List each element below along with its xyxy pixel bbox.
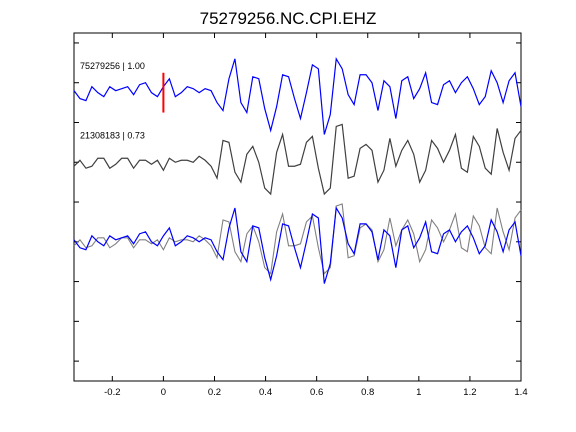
x-tick-label: 0.6 xyxy=(310,387,323,398)
chart-title: 75279256.NC.CPI.EHZ xyxy=(200,9,377,28)
x-tick-label: 0.4 xyxy=(259,387,272,398)
trace-label-reference: 21308183 | 0.73 xyxy=(80,130,145,140)
x-tick-label: 0 xyxy=(161,387,166,398)
trace-label-primary: 75279256 | 1.00 xyxy=(80,61,145,71)
axis-ticks xyxy=(74,33,522,381)
x-tick-labels: -0.2 0 0.2 0.4 0.6 0.8 1 1.2 1.4 xyxy=(104,387,527,398)
x-tick-label: 0.8 xyxy=(361,387,374,398)
overlay-trace-reference xyxy=(73,203,522,275)
plot-frame xyxy=(73,32,522,382)
x-tick-label: -0.2 xyxy=(104,387,120,398)
x-tick-label: 1.4 xyxy=(514,387,527,398)
overlay-trace-primary xyxy=(73,206,522,284)
waveform-traces xyxy=(73,57,522,284)
x-tick-label: 1.2 xyxy=(463,387,476,398)
trace-line-reference xyxy=(73,123,522,196)
x-tick-label: 0.2 xyxy=(208,387,221,398)
trace-labels: 75279256 | 1.00 21308183 | 0.73 xyxy=(80,61,145,141)
x-tick-label: 1 xyxy=(416,387,421,398)
trace-line-primary xyxy=(73,57,522,135)
